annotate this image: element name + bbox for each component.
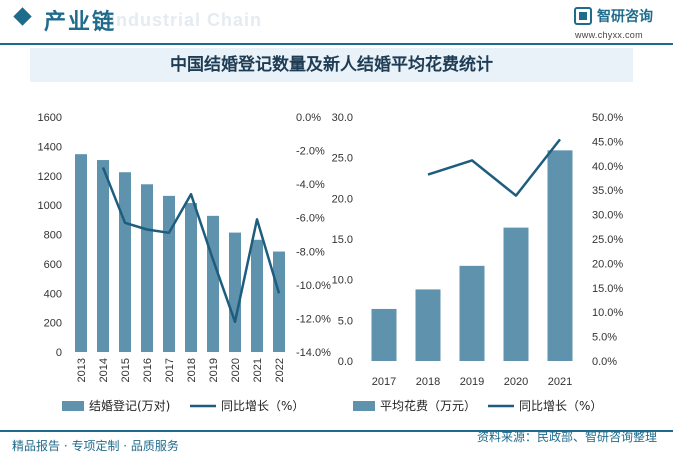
y-left-tick-label: 5.0 bbox=[338, 315, 353, 327]
y-left-tick-label: 800 bbox=[44, 230, 62, 242]
y-right-tick-label: 0.0% bbox=[296, 112, 321, 124]
y-left-tick-label: 600 bbox=[44, 259, 62, 271]
bar bbox=[97, 160, 109, 352]
growth-line bbox=[427, 138, 561, 197]
x-tick-label: 2014 bbox=[98, 358, 110, 382]
y-right-tick-label: 15.0% bbox=[592, 283, 623, 295]
y-right-tick-label: 35.0% bbox=[592, 185, 623, 197]
y-right-tick-label: 25.0% bbox=[592, 234, 623, 246]
legend-label: 同比增长（%） bbox=[519, 399, 602, 413]
bar bbox=[185, 203, 197, 352]
y-left-tick-label: 30.0 bbox=[332, 112, 353, 124]
legend-bar-swatch bbox=[62, 401, 84, 411]
x-tick-label: 2017 bbox=[372, 376, 396, 388]
x-tick-label: 2022 bbox=[274, 358, 286, 382]
x-tick-label: 2015 bbox=[120, 358, 132, 382]
y-right-tick-label: -12.0% bbox=[296, 313, 331, 325]
footer-slogan: 精品报告 · 专项定制 · 品质服务 bbox=[12, 439, 179, 453]
legend-label: 结婚登记(万对) bbox=[89, 398, 170, 413]
bar bbox=[503, 227, 529, 361]
bar bbox=[273, 251, 285, 352]
section-title: 产业链 bbox=[44, 10, 117, 35]
y-left-tick-label: 400 bbox=[44, 288, 62, 300]
y-left-tick-label: 1600 bbox=[38, 112, 62, 124]
y-left-tick-label: 20.0 bbox=[332, 193, 353, 205]
y-right-tick-label: 20.0% bbox=[592, 258, 623, 270]
y-left-tick-label: 15.0 bbox=[332, 234, 353, 246]
x-tick-label: 2017 bbox=[164, 358, 176, 382]
header-background-text: Industrial Chain bbox=[110, 10, 263, 30]
bar bbox=[163, 195, 175, 352]
charts-canvas: 0 200 400 600 800 1000 1200 1400 1600 -14.0% -12.0… bbox=[38, 112, 624, 413]
x-tick-label: 2021 bbox=[252, 358, 264, 382]
y-right-tick-label: 40.0% bbox=[592, 161, 623, 173]
legend-label: 平均花费（万元） bbox=[380, 398, 476, 413]
legend-label: 同比增长（%） bbox=[221, 399, 304, 413]
header: Industrial Chain 产业链 智研咨询 www.chyxx.com bbox=[0, 0, 673, 42]
y-right-tick-label: 5.0% bbox=[592, 332, 617, 344]
bar bbox=[251, 239, 263, 352]
y-right-tick-label: 50.0% bbox=[592, 112, 623, 124]
header-divider bbox=[0, 43, 673, 45]
y-right-tick-label: -10.0% bbox=[296, 280, 331, 292]
y-right-tick-label: -14.0% bbox=[296, 347, 331, 359]
x-tick-label: 2016 bbox=[142, 358, 154, 382]
y-right-tick-label: -6.0% bbox=[296, 213, 325, 225]
y-left-tick-label: 25.0 bbox=[332, 153, 353, 165]
bar bbox=[207, 215, 219, 352]
x-tick-label: 2018 bbox=[416, 376, 440, 388]
y-right-tick-label: 0.0% bbox=[592, 356, 617, 368]
logo-url: www.chyxx.com bbox=[575, 30, 643, 40]
growth-line bbox=[101, 166, 281, 324]
x-tick-label: 2013 bbox=[76, 358, 88, 382]
y-left-tick-label: 1400 bbox=[38, 141, 62, 153]
y-right-tick-label: 10.0% bbox=[592, 307, 623, 319]
y-left-tick-label: 200 bbox=[44, 318, 62, 330]
x-tick-label: 2020 bbox=[230, 358, 242, 382]
logo-icon bbox=[574, 7, 592, 25]
y-right-tick-label: -2.0% bbox=[296, 146, 325, 158]
bar bbox=[459, 265, 485, 361]
y-left-tick-label: 1000 bbox=[38, 200, 62, 212]
x-tick-label: 2019 bbox=[460, 376, 484, 388]
x-tick-label: 2018 bbox=[186, 358, 198, 382]
x-tick-label: 2020 bbox=[504, 376, 528, 388]
bar bbox=[119, 172, 131, 352]
y-left-tick-label: 0 bbox=[56, 347, 62, 359]
y-right-tick-label: -4.0% bbox=[296, 179, 325, 191]
bar bbox=[229, 232, 241, 352]
x-tick-label: 2021 bbox=[548, 376, 572, 388]
logo-name: 智研咨询 bbox=[597, 9, 653, 25]
y-left-tick-label: 1200 bbox=[38, 171, 62, 183]
bar bbox=[141, 184, 153, 352]
bar bbox=[371, 308, 397, 361]
footer-divider bbox=[0, 430, 673, 432]
title-band: 中国结婚登记数量及新人结婚平均花费统计 bbox=[30, 48, 633, 82]
data-source: 资料来源：民政部、智研咨询整理 bbox=[476, 430, 657, 444]
bar bbox=[75, 154, 87, 352]
bar bbox=[547, 150, 573, 361]
y-right-tick-label: 30.0% bbox=[592, 210, 623, 222]
y-left-tick-label: 0.0 bbox=[338, 356, 353, 368]
y-right-tick-label: 45.0% bbox=[592, 136, 623, 148]
bar bbox=[415, 289, 441, 361]
y-left-tick-label: 10.0 bbox=[332, 275, 353, 287]
legend-bar-swatch bbox=[353, 401, 375, 411]
x-tick-label: 2019 bbox=[208, 358, 220, 382]
chart-title: 中国结婚登记数量及新人结婚平均花费统计 bbox=[170, 55, 493, 75]
y-right-tick-label: -8.0% bbox=[296, 246, 325, 258]
